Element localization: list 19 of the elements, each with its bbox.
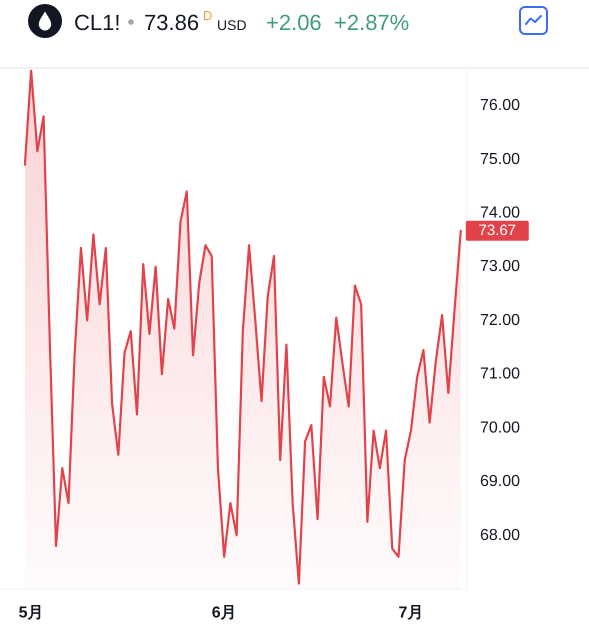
y-tick-label: 74.00	[480, 204, 520, 222]
text: USD	[217, 17, 247, 33]
text: +2.06	[266, 10, 322, 35]
y-tick-label: 68.00	[480, 526, 520, 544]
y-tick-label: 75.00	[480, 150, 520, 168]
y-tick-label: 73.00	[480, 258, 520, 276]
chart-title: CL1!	[74, 10, 120, 35]
x-tick-label: 6月	[212, 604, 237, 622]
text: +2.87%	[334, 10, 410, 35]
y-tick-label: 69.00	[480, 473, 520, 490]
annotation: 73.67	[478, 222, 516, 240]
text: D	[203, 8, 212, 23]
y-tick-label: 72.00	[480, 312, 520, 329]
y-tick-label: 70.00	[480, 419, 520, 436]
text: 73.86	[144, 10, 200, 35]
y-tick-label: 76.00	[480, 97, 520, 114]
x-tick-label: 7月	[398, 604, 424, 622]
x-tick-label: 5月	[18, 604, 44, 622]
y-tick-label: 71.00	[480, 366, 520, 383]
